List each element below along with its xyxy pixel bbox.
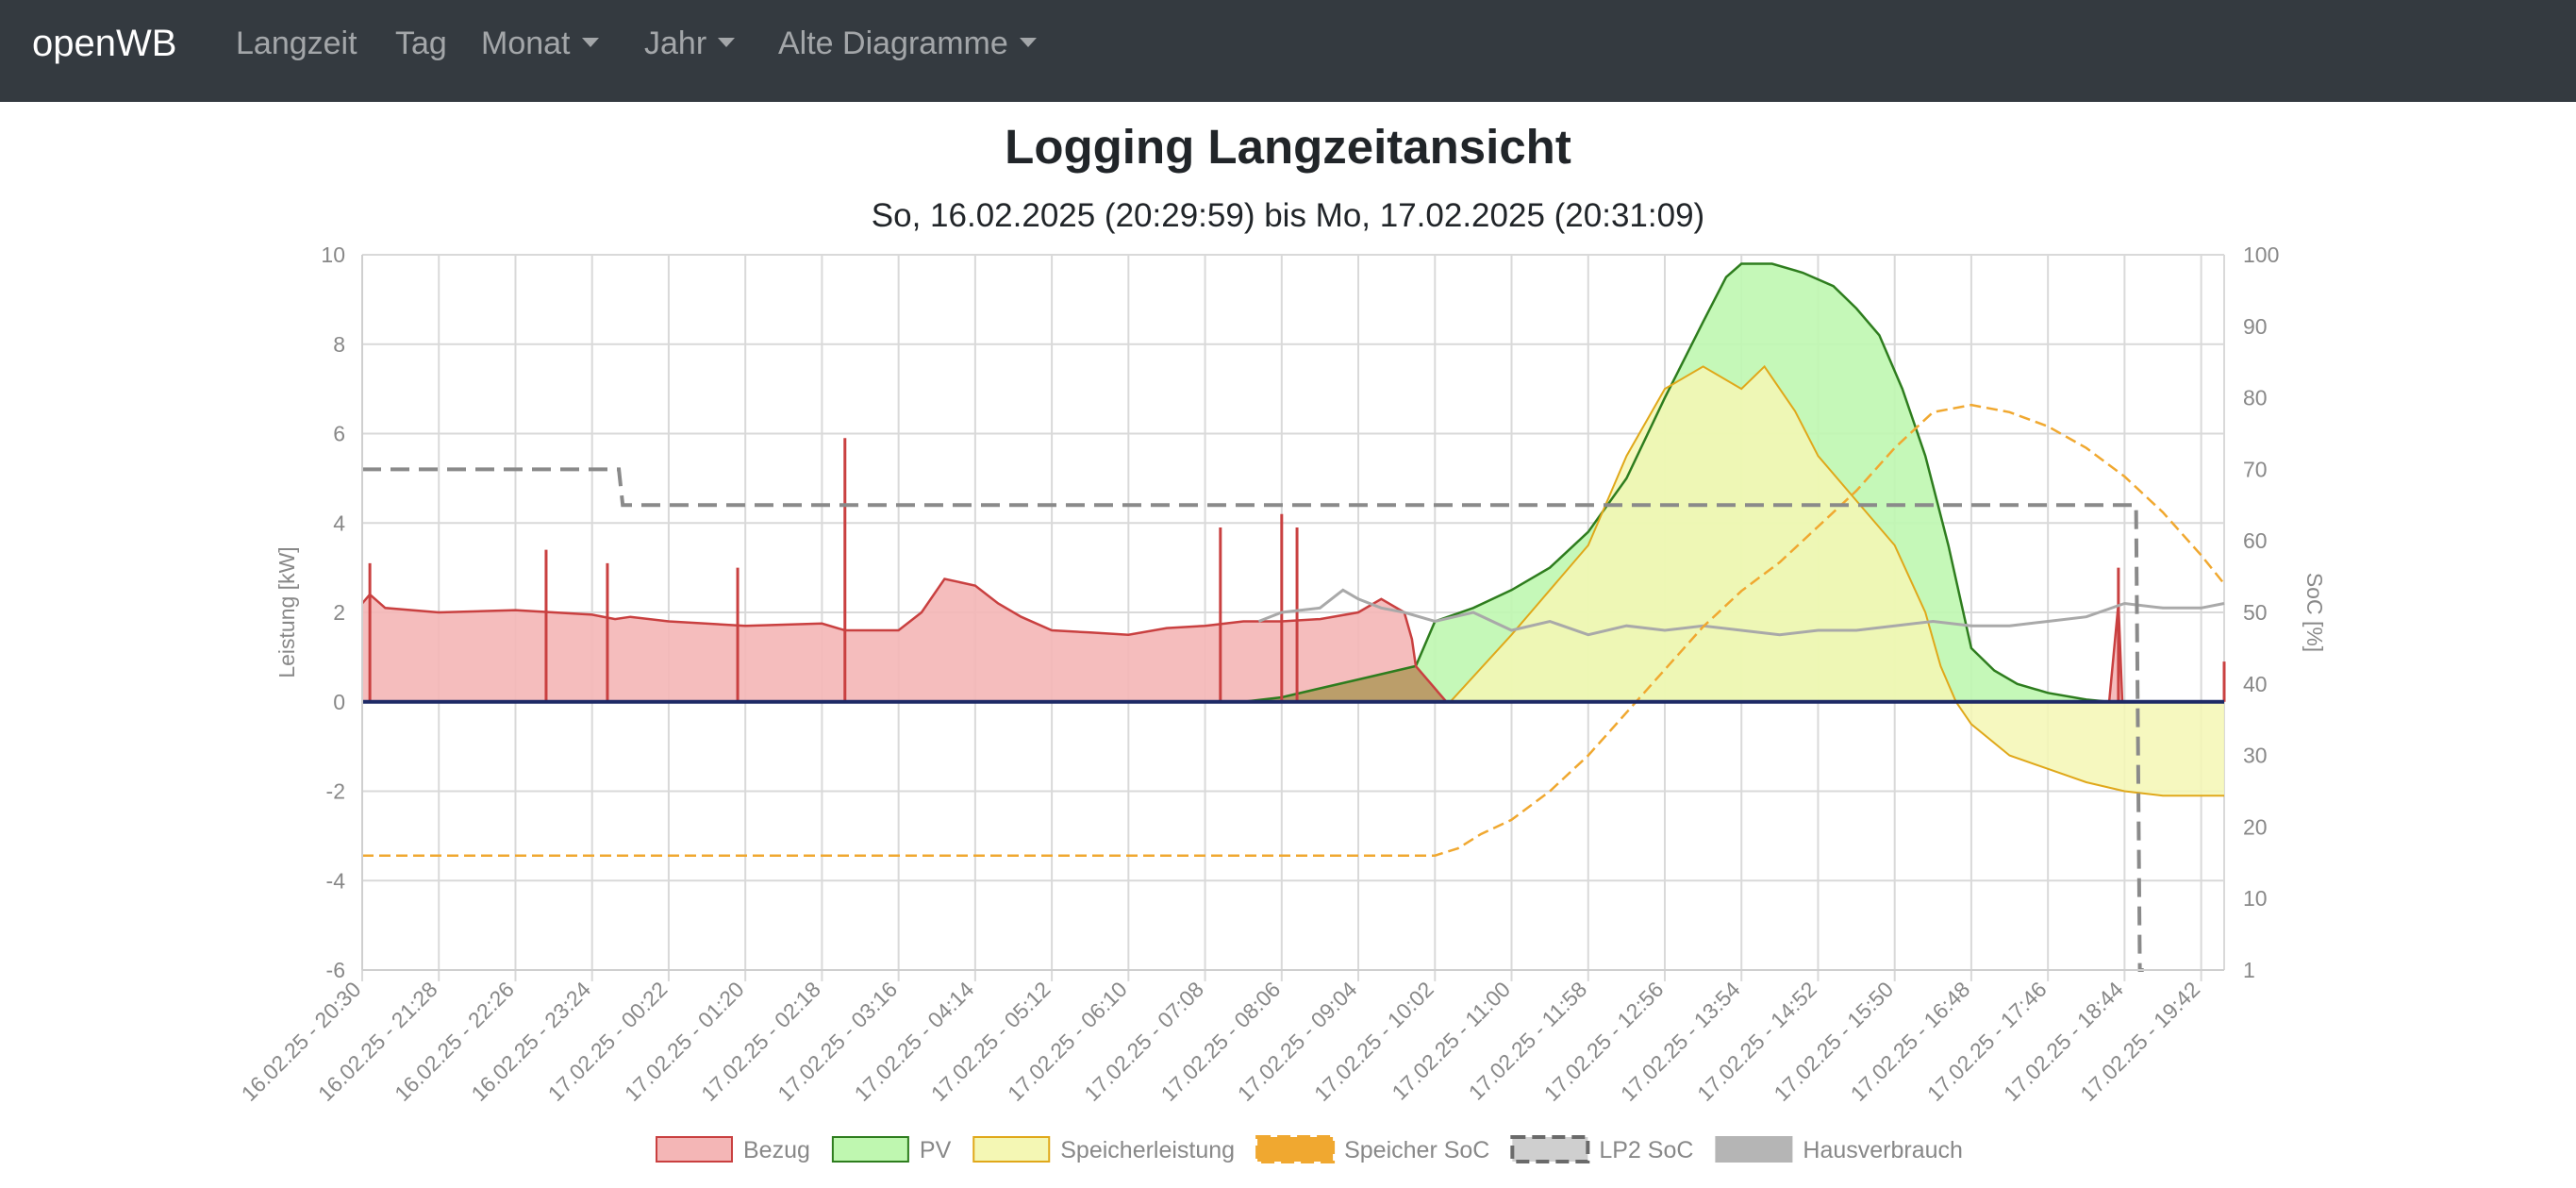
- navbar: openWB Langzeit Tag Monat Jahr Alte Diag…: [0, 0, 2576, 102]
- series-speicherleistung-line: [1449, 364, 2224, 797]
- legend-label: LP2 SoC: [1599, 1137, 1693, 1163]
- page-subtitle: So, 16.02.2025 (20:29:59) bis Mo, 17.02.…: [871, 197, 1705, 234]
- y-right-tick-label: 1: [2243, 958, 2255, 982]
- y-left-tick-label: 10: [321, 243, 345, 267]
- legend-swatch: [972, 1136, 1051, 1163]
- nav-tag[interactable]: Tag: [395, 21, 447, 66]
- series-bezug-line: [361, 577, 2224, 704]
- y-left-tick-label: 0: [333, 690, 345, 714]
- y-left-tick-label: -2: [326, 779, 345, 804]
- legend-label: Speicher SoC: [1344, 1137, 1489, 1163]
- y-left-tick-label: 2: [333, 600, 345, 625]
- y-right-axis-title: SoC [%]: [2302, 573, 2327, 652]
- y-right-tick-label: 60: [2243, 528, 2268, 553]
- page-title: Logging Langzeitansicht: [1005, 120, 1571, 174]
- y-right-tick-label: 10: [2243, 886, 2268, 911]
- legend-label: Speicherleistung: [1060, 1137, 1235, 1163]
- y-left-tick-label: 4: [333, 510, 345, 535]
- nav-langzeit[interactable]: Langzeit: [236, 21, 357, 66]
- legend-item-speicherleistung[interactable]: Speicherleistung: [972, 1136, 1235, 1163]
- chart-legend[interactable]: Bezug PV Speicherleistung Speicher SoC LP2 S…: [656, 1135, 1963, 1163]
- series-overlap-area: [1243, 665, 1447, 702]
- legend-item-hausverbrauch[interactable]: Hausverbrauch: [1715, 1136, 1963, 1163]
- y-right-tick-label: 90: [2243, 314, 2268, 339]
- series-speicherleistung-area: [1450, 366, 2224, 796]
- nav-monat-label: Monat: [481, 25, 571, 61]
- y-left-tick-label: 8: [333, 332, 345, 357]
- y-right-tick-label: 80: [2243, 386, 2268, 410]
- legend-swatch: [831, 1136, 909, 1163]
- legend-item-bezug[interactable]: Bezug: [656, 1136, 810, 1163]
- legend-item-lp2-soc[interactable]: LP2 SoC: [1510, 1135, 1693, 1163]
- legend-swatch: [1510, 1135, 1590, 1163]
- y-right-tick-label: 50: [2243, 600, 2268, 625]
- nav-monat-dropdown[interactable]: Monat: [481, 21, 599, 66]
- chevron-down-icon: [1019, 38, 1037, 48]
- nav-jahr-dropdown[interactable]: Jahr: [644, 21, 736, 66]
- y-left-axis-title: Leistung [kW]: [274, 546, 299, 678]
- y-right-tick-label: 20: [2243, 814, 2268, 839]
- legend-label: PV: [920, 1137, 952, 1163]
- y-left-tick-label: -4: [326, 868, 346, 893]
- brand-logo[interactable]: openWB: [32, 23, 177, 64]
- y-right-tick-label: 100: [2243, 243, 2279, 267]
- y-right-tick-label: 30: [2243, 744, 2268, 768]
- y-left-tick-label: -6: [326, 958, 345, 982]
- chevron-down-icon: [718, 38, 736, 48]
- legend-swatch: [1715, 1136, 1793, 1163]
- legend-label: Bezug: [743, 1137, 810, 1163]
- legend-item-speicher-soc[interactable]: Speicher SoC: [1255, 1135, 1489, 1163]
- series-bezug-area: [362, 578, 2224, 702]
- y-left-tick-label: 6: [333, 422, 345, 446]
- legend-label: Hausverbrauch: [1803, 1137, 1963, 1163]
- nav-langzeit-label: Langzeit: [236, 25, 357, 61]
- chevron-down-icon: [581, 38, 599, 48]
- legend-swatch: [1255, 1135, 1336, 1163]
- nav-tag-label: Tag: [395, 25, 447, 61]
- series-pv-line: [1243, 262, 2110, 704]
- nav-alte-diagramme-label: Alte Diagramme: [778, 25, 1008, 61]
- nav-jahr-label: Jahr: [644, 25, 707, 61]
- y-right-tick-label: 40: [2243, 672, 2268, 696]
- chart-fills: [362, 263, 2224, 796]
- nav-alte-diagramme-dropdown[interactable]: Alte Diagramme: [778, 21, 1037, 66]
- y-right-tick-label: 70: [2243, 457, 2268, 481]
- legend-swatch: [656, 1136, 733, 1163]
- legend-item-pv[interactable]: PV: [831, 1136, 952, 1163]
